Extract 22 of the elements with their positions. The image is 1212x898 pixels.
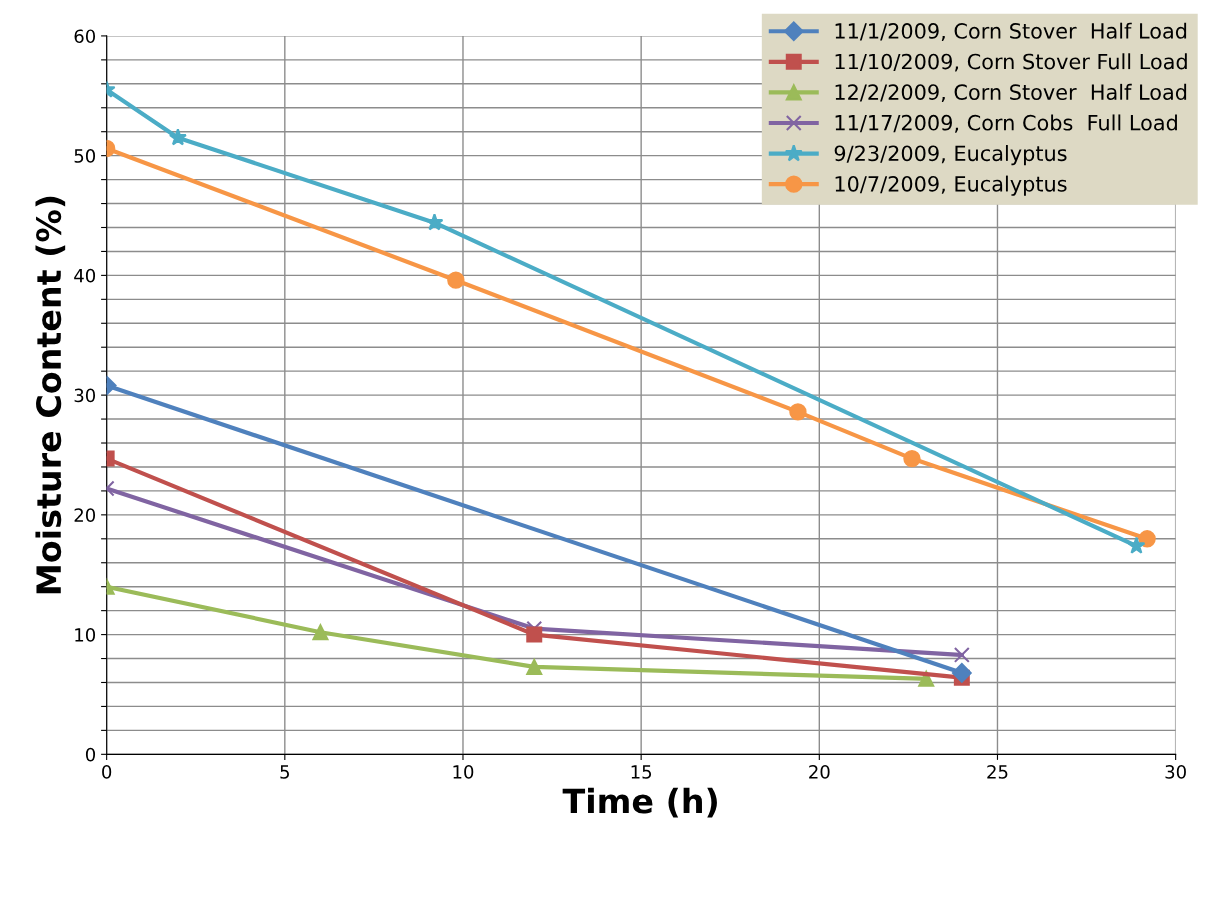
- legend-label: 11/10/2009, Corn Stover Full Load: [835, 53, 1187, 72]
- legend-label: 10/7/2009, Eucalyptus: [835, 175, 1067, 196]
- legend-label: 11/17/2009, Corn Cobs Full Load: [835, 114, 1177, 133]
- legend-label: 9/23/2009, Eucalyptus: [834, 145, 1067, 166]
- y-tick-label: 50: [74, 149, 96, 163]
- x-tick-label: 15: [631, 765, 652, 779]
- legend-label: 12/2/2009, Corn Stover Half Load: [835, 83, 1187, 103]
- x-tick-label: 10: [453, 765, 474, 779]
- x-axis-title: Time (h): [562, 787, 717, 818]
- x-tick-label: 5: [280, 765, 289, 779]
- y-tick-label: 10: [75, 628, 96, 642]
- legend-label: 11/1/2009, Corn Stover Half Load: [835, 22, 1187, 41]
- x-tick-label: 0: [102, 765, 112, 779]
- y-tick-label: 30: [74, 388, 96, 403]
- x-tick-label: 30: [1165, 765, 1186, 779]
- y-tick-label: 0: [85, 747, 96, 762]
- y-tick-label: 20: [74, 508, 96, 522]
- x-tick-label: 25: [987, 765, 1008, 779]
- y-tick-label: 60: [74, 29, 96, 44]
- y-tick-label: 40: [74, 268, 96, 283]
- x-tick-label: 20: [809, 765, 830, 779]
- y-axis-title: Moisture Content (%): [35, 196, 66, 594]
